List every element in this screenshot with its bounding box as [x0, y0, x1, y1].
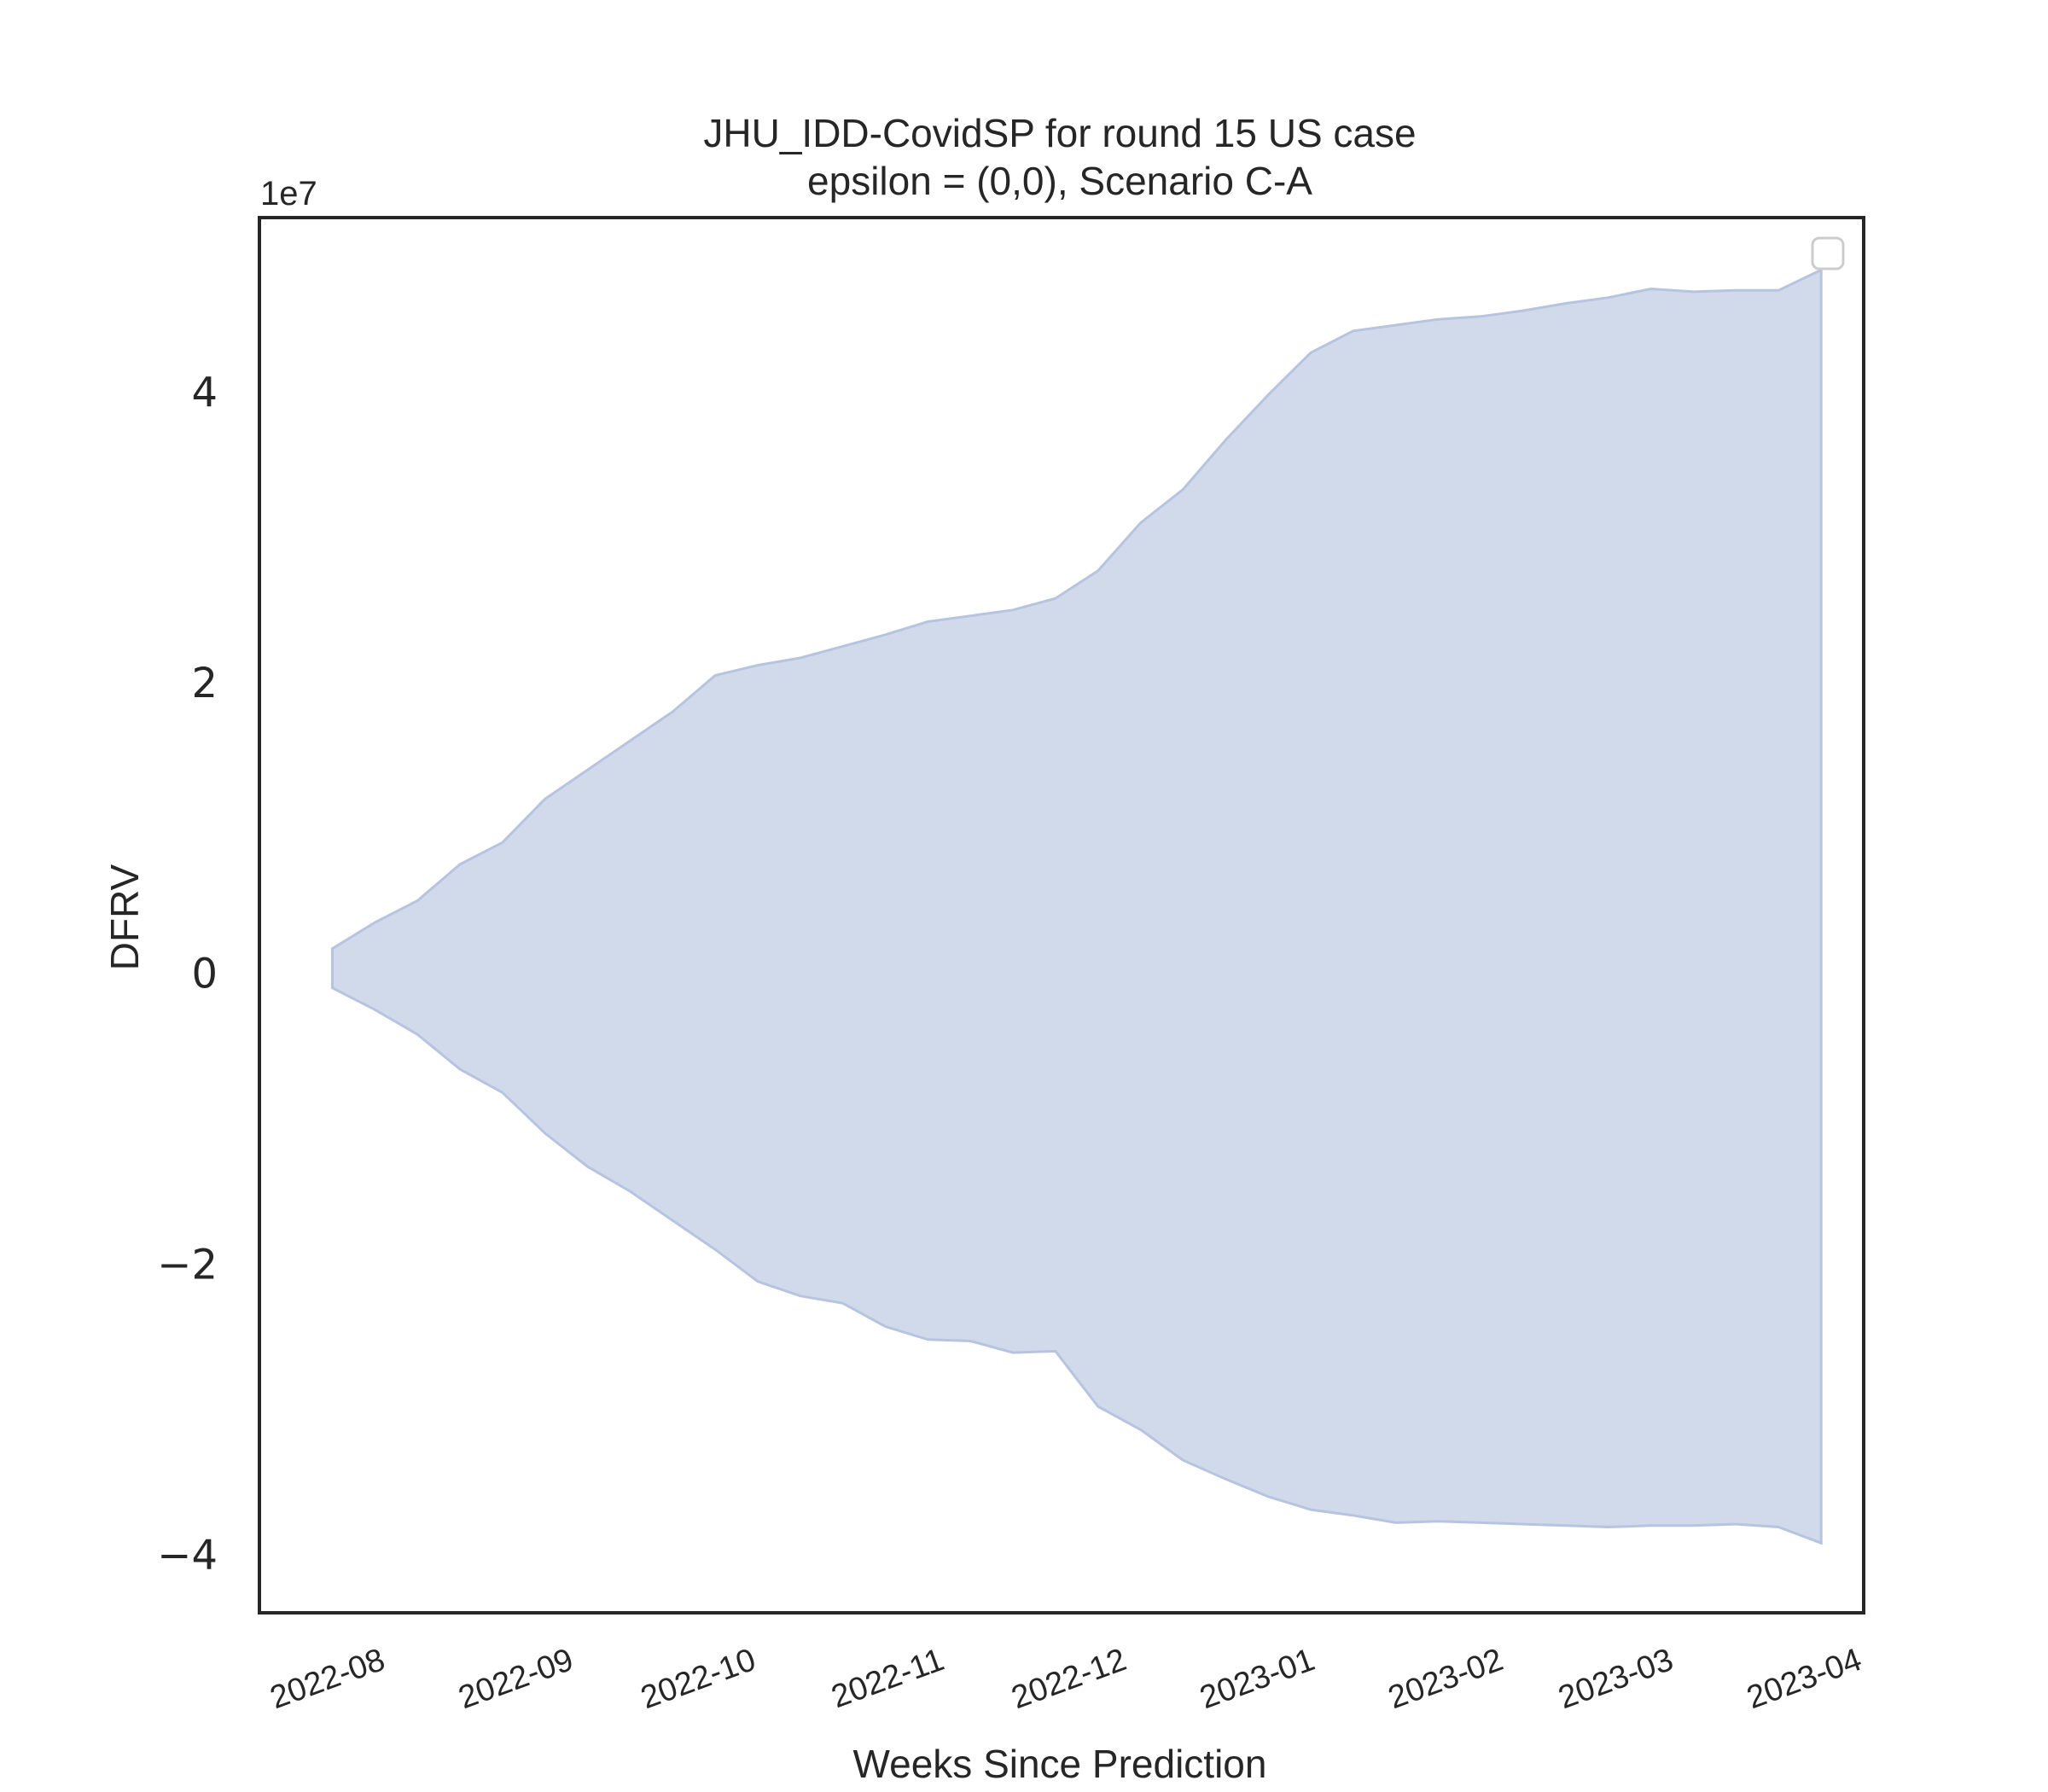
plot-frame [258, 216, 1865, 1615]
chart-title-line2: epsilon = (0,0), Scenario C-A [807, 159, 1312, 203]
x-tick-label: 2023-03 [1554, 1642, 1678, 1716]
x-tick-label: 2022-12 [1007, 1642, 1131, 1716]
x-axis-label: Weeks Since Prediction [853, 1742, 1267, 1786]
uncertainty-band [331, 267, 1823, 1545]
y-tick-label: −2 [157, 1241, 218, 1289]
y-offset-label: 1e7 [260, 175, 317, 212]
x-tick-label: 2023-02 [1384, 1642, 1508, 1716]
x-tick-label: 2023-04 [1743, 1642, 1866, 1716]
y-axis-label: DFRV [102, 864, 147, 970]
x-tick-label: 2022-10 [637, 1642, 760, 1716]
chart-title-line1: JHU_IDD-CovidSP for round 15 US case [703, 111, 1416, 155]
plot-area [331, 267, 1823, 1545]
x-tick-labels: 2022-08 2022-09 2022-10 2022-11 2022-12 2023-… [265, 1642, 1866, 1716]
x-tick-label: 2023-01 [1196, 1642, 1319, 1716]
y-tick-labels: −4 −2 0 2 4 [157, 369, 218, 1580]
x-tick-label: 2022-09 [454, 1642, 578, 1716]
y-tick-label: 0 [191, 951, 218, 998]
y-tick-label: 4 [191, 369, 218, 416]
y-tick-label: −4 [157, 1532, 218, 1580]
legend-box [1811, 236, 1845, 271]
x-tick-label: 2022-08 [265, 1642, 389, 1716]
x-tick-label: 2022-11 [827, 1642, 949, 1715]
y-tick-label: 2 [191, 660, 218, 707]
